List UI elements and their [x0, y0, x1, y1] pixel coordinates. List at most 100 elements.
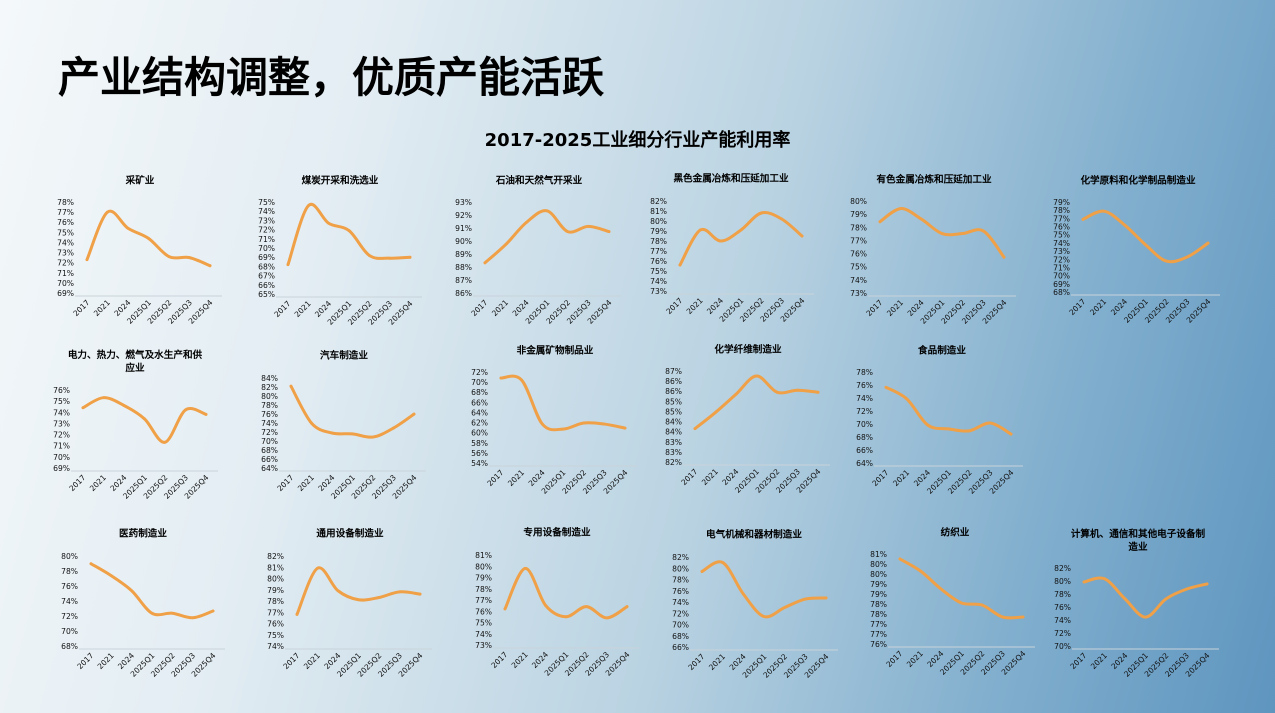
chart-title: 电力、热力、燃气及水生产和供应业	[67, 350, 203, 374]
y-tick-label: 75%	[650, 267, 667, 276]
data-point	[524, 221, 528, 224]
data-point	[947, 427, 950, 431]
chart-title: 化学纤维制造业	[714, 344, 782, 356]
x-tick-label: 2021	[296, 473, 316, 493]
data-point	[719, 239, 723, 243]
chart-14: 81%80%79%78%77%76%75%74%73%2017 2021 20242…	[475, 551, 639, 678]
y-tick-label: 80%	[261, 392, 278, 401]
chart-7: 76%75%74%73%72%71%70%69%2017 2021 20242025…	[53, 386, 218, 501]
y-tick-label: 66%	[258, 281, 275, 290]
series-line	[898, 557, 1025, 620]
y-tick-label: 79%	[1053, 198, 1070, 207]
chart-title: 采矿业	[125, 175, 155, 187]
data-point	[408, 255, 412, 259]
chart-title: 非金属矿物制品业	[516, 345, 594, 357]
y-tick-label: 77%	[870, 620, 887, 629]
data-point	[483, 261, 487, 265]
data-point	[351, 432, 354, 436]
data-point	[167, 255, 171, 258]
data-point	[388, 256, 392, 260]
y-tick-label: 71%	[57, 269, 74, 278]
y-tick-label: 72%	[57, 259, 74, 268]
y-tick-label: 71%	[258, 235, 275, 244]
chart-16: 81%80%80%79%79%78%78%77%77%76%2017 2021 20…	[870, 550, 1035, 677]
y-tick-label: 72%	[856, 407, 873, 416]
y-tick-label: 64%	[471, 408, 488, 417]
y-tick-label: 79%	[870, 590, 887, 599]
data-point	[884, 385, 888, 389]
y-tick-label: 88%	[455, 263, 472, 272]
data-point	[564, 615, 568, 619]
x-tick-label: 2017	[485, 468, 505, 488]
y-tick-label: 78%	[61, 567, 78, 576]
data-point	[377, 596, 381, 599]
data-point	[584, 605, 588, 609]
y-tick-label: 77%	[850, 236, 867, 245]
y-tick-label: 70%	[1054, 642, 1071, 651]
y-tick-label: 80%	[672, 564, 689, 573]
y-tick-label: 78%	[870, 600, 887, 609]
data-point	[316, 566, 319, 570]
chart-9: 72%70%68%66%64%62%60%58%56%54%2017 2021 20…	[471, 368, 637, 496]
x-tick-label: 2017	[71, 298, 91, 318]
y-tick-label: 80%	[1054, 577, 1071, 586]
y-tick-label: 78%	[267, 597, 284, 606]
series-line	[295, 566, 422, 616]
x-tick-label: 2017	[884, 649, 904, 669]
y-tick-label: 79%	[870, 580, 887, 589]
x-tick-label: 2017	[1067, 297, 1087, 317]
y-tick-label: 81%	[475, 551, 492, 560]
y-tick-label: 71%	[1053, 263, 1070, 272]
y-tick-label: 65%	[258, 290, 275, 299]
y-tick-label: 79%	[650, 227, 667, 236]
y-tick-label: 76%	[850, 250, 867, 259]
series-line	[499, 374, 627, 432]
y-tick-label: 66%	[672, 643, 689, 652]
data-point	[85, 258, 89, 262]
y-tick-label: 68%	[856, 433, 873, 442]
y-tick-label: 68%	[258, 262, 275, 271]
series-line	[700, 560, 828, 619]
data-point	[1009, 432, 1013, 436]
x-tick-label: 2017	[272, 299, 292, 319]
y-tick-label: 56%	[471, 449, 488, 458]
data-point	[961, 232, 965, 235]
data-point	[418, 592, 422, 596]
y-tick-label: 80%	[475, 562, 492, 571]
data-point	[759, 211, 763, 215]
chart-10: 87%86%86%85%85%84%84%83%83%82%2017 2021 20…	[665, 367, 830, 495]
y-tick-label: 82%	[267, 552, 284, 561]
data-point	[926, 423, 930, 427]
data-point	[310, 421, 313, 425]
x-tick-label: 2017	[489, 650, 509, 670]
x-tick-label: 2021	[302, 651, 322, 671]
y-tick-label: 70%	[261, 437, 278, 446]
series-line	[1082, 576, 1209, 619]
series-line	[884, 385, 1013, 436]
y-tick-label: 82%	[672, 553, 689, 562]
data-point	[1185, 255, 1189, 259]
data-point	[204, 413, 208, 416]
y-tick-label: 73%	[1053, 247, 1070, 256]
x-tick-label: 2021	[88, 473, 108, 493]
data-point	[184, 408, 187, 412]
data-point	[561, 427, 565, 431]
data-point	[1123, 597, 1127, 601]
data-point	[1123, 223, 1127, 227]
data-point	[824, 596, 828, 600]
data-point	[1185, 587, 1188, 591]
y-tick-label: 68%	[1053, 288, 1070, 297]
y-tick-label: 75%	[267, 631, 284, 640]
y-tick-label: 76%	[1054, 603, 1071, 612]
x-tick-label: 2021	[1089, 651, 1109, 671]
y-tick-label: 73%	[475, 641, 492, 650]
data-point	[1002, 255, 1006, 259]
y-tick-label: 74%	[650, 277, 667, 286]
data-point	[367, 254, 371, 257]
data-point	[800, 234, 804, 238]
chart-11: 78%76%74%72%70%68%66%64%2017 2021 20242025…	[856, 368, 1023, 496]
y-tick-label: 70%	[471, 378, 488, 387]
data-point	[1082, 580, 1086, 584]
y-tick-label: 86%	[455, 289, 472, 298]
